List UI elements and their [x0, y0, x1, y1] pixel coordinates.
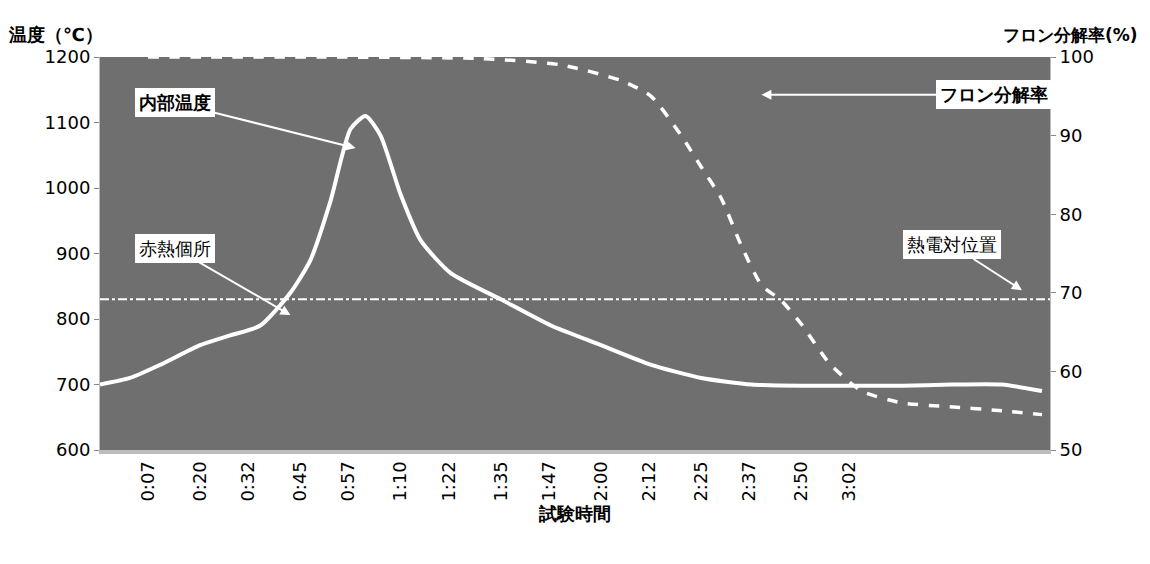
svg-text:0:32: 0:32 — [237, 461, 258, 501]
svg-text:1:35: 1:35 — [490, 461, 511, 501]
svg-text:600: 600 — [56, 439, 90, 460]
svg-text:1100: 1100 — [45, 112, 91, 133]
svg-text:1:10: 1:10 — [389, 461, 410, 501]
svg-text:1000: 1000 — [45, 177, 91, 198]
svg-text:温度（℃）: 温度（℃） — [8, 24, 103, 45]
svg-text:フロン分解率: フロン分解率 — [940, 84, 1048, 105]
svg-text:60: 60 — [1060, 361, 1083, 382]
svg-text:熱電対位置: 熱電対位置 — [907, 234, 997, 255]
svg-text:1:22: 1:22 — [438, 461, 459, 501]
svg-text:フロン分解率(%): フロン分解率(%) — [1003, 25, 1138, 45]
svg-text:70: 70 — [1060, 282, 1083, 303]
svg-text:2:12: 2:12 — [638, 461, 659, 501]
svg-text:800: 800 — [56, 308, 90, 329]
svg-text:90: 90 — [1060, 125, 1083, 146]
svg-text:1:47: 1:47 — [538, 461, 559, 501]
svg-text:900: 900 — [56, 243, 90, 264]
svg-text:100: 100 — [1060, 46, 1094, 67]
svg-text:2:50: 2:50 — [790, 461, 811, 501]
svg-text:50: 50 — [1060, 439, 1083, 460]
svg-text:80: 80 — [1060, 204, 1083, 225]
svg-text:0:57: 0:57 — [337, 461, 358, 501]
svg-text:2:25: 2:25 — [690, 461, 711, 501]
svg-text:2:00: 2:00 — [590, 461, 611, 501]
svg-text:2:37: 2:37 — [738, 461, 759, 501]
svg-text:1200: 1200 — [45, 46, 91, 67]
svg-text:3:02: 3:02 — [838, 461, 859, 501]
svg-text:700: 700 — [56, 374, 90, 395]
svg-text:0:45: 0:45 — [289, 461, 310, 501]
svg-text:赤熱個所: 赤熱個所 — [139, 238, 211, 259]
svg-text:0:20: 0:20 — [189, 461, 210, 501]
svg-text:試験時間: 試験時間 — [538, 503, 611, 524]
svg-text:内部温度: 内部温度 — [139, 92, 211, 113]
svg-text:0:07: 0:07 — [137, 461, 158, 501]
